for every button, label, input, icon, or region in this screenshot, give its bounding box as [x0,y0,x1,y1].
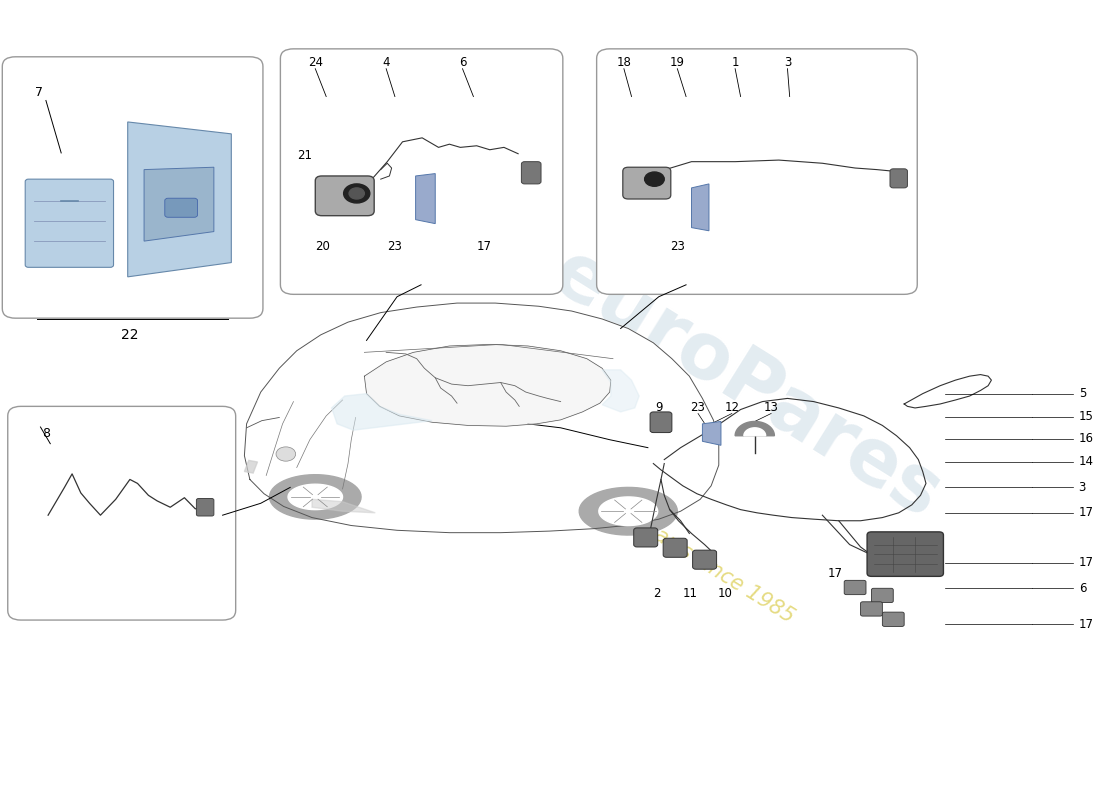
FancyBboxPatch shape [860,602,882,616]
FancyBboxPatch shape [693,550,716,570]
FancyBboxPatch shape [890,169,908,188]
Polygon shape [288,484,342,510]
Polygon shape [244,460,257,473]
Text: 2: 2 [653,586,660,599]
Text: 17: 17 [1079,506,1093,519]
Polygon shape [602,370,639,412]
Circle shape [276,447,296,461]
Text: 1: 1 [732,56,739,69]
Polygon shape [703,422,720,446]
Polygon shape [144,167,213,241]
FancyBboxPatch shape [867,532,944,576]
FancyBboxPatch shape [844,580,866,594]
Text: a passion for parts since 1985: a passion for parts since 1985 [520,443,798,627]
FancyBboxPatch shape [650,412,672,433]
Text: 19: 19 [670,56,685,69]
Text: 17: 17 [828,566,843,580]
Polygon shape [744,428,766,436]
Text: 10: 10 [718,586,733,599]
Polygon shape [580,487,678,535]
FancyBboxPatch shape [197,498,213,516]
Text: euroPares: euroPares [538,234,955,534]
FancyBboxPatch shape [623,167,671,199]
Polygon shape [244,303,718,533]
FancyBboxPatch shape [882,612,904,626]
FancyBboxPatch shape [316,176,374,216]
Text: 23: 23 [387,240,403,253]
Circle shape [343,184,370,203]
Text: 6: 6 [459,56,466,69]
Text: 16: 16 [1079,433,1093,446]
Text: 17: 17 [1079,556,1093,570]
Polygon shape [598,497,658,526]
FancyBboxPatch shape [596,49,917,294]
Circle shape [645,172,664,186]
Polygon shape [735,422,774,436]
Text: 6: 6 [1079,582,1086,594]
Polygon shape [312,499,375,513]
Polygon shape [331,394,432,430]
Circle shape [349,188,364,199]
FancyBboxPatch shape [2,57,263,318]
Text: 12: 12 [725,402,739,414]
Text: 3: 3 [784,56,791,69]
Text: 9: 9 [654,402,662,414]
Polygon shape [270,474,361,519]
Text: 5: 5 [1079,387,1086,400]
Polygon shape [692,184,710,230]
Text: 11: 11 [683,586,697,599]
Text: 22: 22 [121,329,139,342]
Text: 23: 23 [691,402,705,414]
FancyBboxPatch shape [165,198,198,218]
FancyBboxPatch shape [25,179,113,267]
Text: 8: 8 [42,427,50,440]
Text: 17: 17 [476,240,492,253]
FancyBboxPatch shape [634,528,658,547]
Polygon shape [128,122,231,277]
Text: 18: 18 [616,56,631,69]
Text: 3: 3 [1079,481,1086,494]
Text: 24: 24 [308,56,322,69]
Text: 17: 17 [1079,618,1093,630]
Text: 14: 14 [1079,455,1093,469]
Polygon shape [416,174,436,224]
FancyBboxPatch shape [663,538,688,558]
Text: 21: 21 [297,149,312,162]
Text: 20: 20 [316,240,330,253]
FancyBboxPatch shape [8,406,235,620]
Text: 15: 15 [1079,410,1093,423]
Text: 7: 7 [35,86,43,99]
Text: 4: 4 [383,56,389,69]
Polygon shape [364,344,610,426]
FancyBboxPatch shape [280,49,563,294]
FancyBboxPatch shape [871,588,893,602]
FancyBboxPatch shape [521,162,541,184]
Text: 13: 13 [763,402,779,414]
Text: 23: 23 [670,240,685,253]
